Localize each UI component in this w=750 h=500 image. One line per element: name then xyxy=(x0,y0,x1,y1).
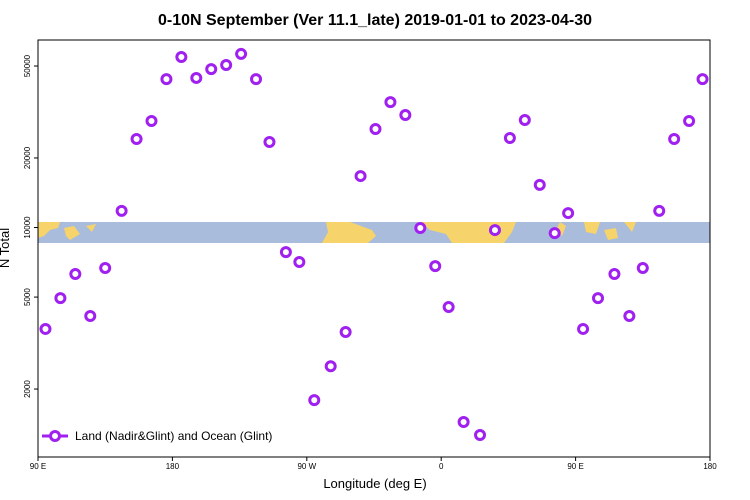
legend-label: Land (Nadir&Glint) and Ocean (Glint) xyxy=(75,429,272,443)
data-point xyxy=(608,268,621,281)
data-point xyxy=(190,71,203,84)
data-point xyxy=(442,300,455,313)
data-point xyxy=(324,360,337,373)
data-point xyxy=(354,170,367,183)
land xyxy=(556,222,636,240)
x-tick-label: 90 W xyxy=(297,462,316,471)
data-point xyxy=(518,113,531,126)
data-point xyxy=(636,262,649,275)
data-point xyxy=(160,73,173,86)
data-point xyxy=(293,256,306,269)
y-tick-label: 5000 xyxy=(23,288,32,306)
data-point xyxy=(115,204,128,217)
y-tick-label: 2000 xyxy=(23,380,32,398)
data-point xyxy=(696,73,709,86)
data-point xyxy=(54,292,67,305)
legend-marker xyxy=(49,430,61,442)
map-band xyxy=(38,222,710,243)
data-point xyxy=(503,132,516,145)
x-tick-label: 180 xyxy=(166,462,180,471)
data-point xyxy=(592,292,604,305)
x-tick-label: 90 E xyxy=(30,462,46,471)
data-point xyxy=(279,246,292,259)
land xyxy=(322,222,376,243)
data-point xyxy=(130,133,143,146)
data-point xyxy=(308,394,321,407)
ocean xyxy=(38,222,710,243)
data-point xyxy=(414,222,427,235)
data-point xyxy=(457,416,470,429)
data-point xyxy=(220,59,233,72)
data-point xyxy=(263,136,276,149)
data-point xyxy=(399,108,412,121)
data-point xyxy=(488,224,501,237)
data-point xyxy=(653,204,666,217)
data-point xyxy=(145,115,158,128)
x-tick-label: 180 xyxy=(703,462,717,471)
data-point xyxy=(474,429,487,442)
data-point xyxy=(99,262,112,275)
y-tick-label: 10000 xyxy=(23,216,32,239)
data-point xyxy=(339,326,352,339)
land xyxy=(64,224,96,240)
land xyxy=(38,222,60,238)
data-point xyxy=(533,178,546,191)
data-point xyxy=(175,51,188,64)
data-point xyxy=(384,96,397,109)
x-axis-label: Longitude (deg E) xyxy=(323,476,426,491)
legend-entry: Land (Nadir&Glint) and Ocean (Glint) xyxy=(42,429,272,443)
data-point xyxy=(69,268,82,281)
data-point xyxy=(250,73,263,86)
data-point xyxy=(235,47,248,60)
data-point xyxy=(623,310,636,323)
y-tick-label: 20000 xyxy=(23,146,32,169)
data-point xyxy=(429,260,442,273)
plot-frame xyxy=(37,39,711,458)
data-point xyxy=(39,322,52,335)
data-point xyxy=(369,122,382,135)
data-point xyxy=(205,63,218,76)
data-point xyxy=(562,207,575,220)
y-tick-label: 50000 xyxy=(23,54,32,77)
chart-title: 0-10N September (Ver 11.1_late) 2019-01-… xyxy=(158,12,592,29)
data-point xyxy=(683,115,696,128)
y-axis-label: N Total xyxy=(0,228,12,268)
x-tick-label: 90 E xyxy=(567,462,583,471)
data-point xyxy=(577,322,590,335)
x-tick-label: 0 xyxy=(439,462,444,471)
data-point xyxy=(548,227,561,240)
data-point xyxy=(668,133,681,146)
data-point xyxy=(84,310,97,323)
